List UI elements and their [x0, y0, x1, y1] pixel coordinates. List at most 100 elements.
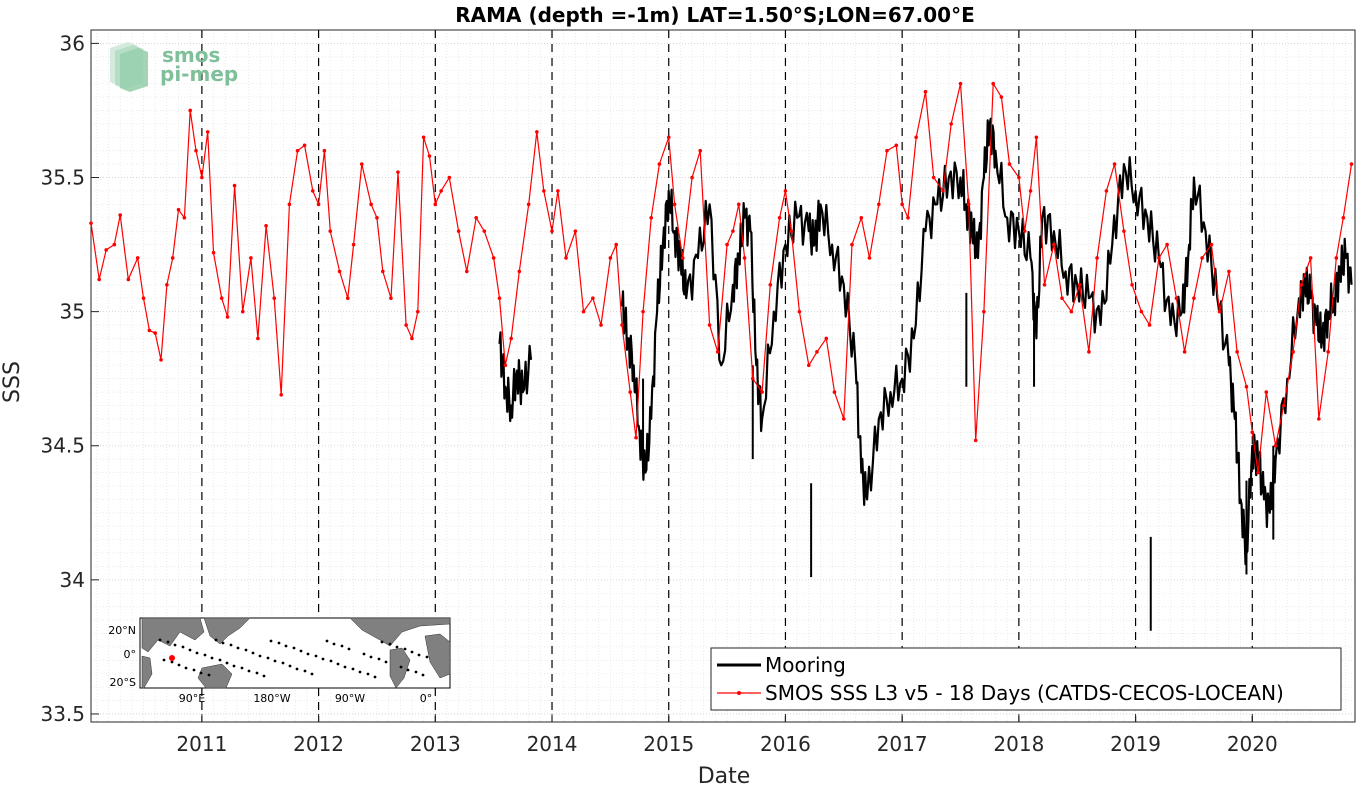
inset-map-landmass — [203, 617, 251, 645]
inset-map-buoy-dot — [207, 673, 211, 677]
smos-series-line — [90, 81, 1353, 473]
smos-data-point — [906, 215, 910, 220]
smos-data-point — [1034, 135, 1039, 140]
mooring-series-line — [498, 331, 533, 423]
smos-data-point — [396, 170, 400, 174]
smos-data-point — [591, 296, 595, 301]
inset-map-buoy-dot — [173, 643, 177, 647]
logo-text-pimep: pi-mep — [160, 62, 238, 86]
smos-data-point — [1112, 162, 1117, 166]
x-tick-label: 2014 — [527, 732, 578, 756]
inset-map-buoy-dot — [162, 658, 166, 662]
smos-data-point — [351, 242, 356, 247]
smos-data-point — [302, 143, 307, 148]
smos-data-point — [225, 315, 230, 319]
smos-data-point — [439, 189, 443, 193]
inset-map-buoy-dot — [347, 647, 351, 651]
smos-data-point — [410, 336, 414, 341]
inset-map-buoy-dot — [195, 651, 199, 655]
smos-data-point — [240, 309, 245, 314]
legend-mooring-label: Mooring — [765, 653, 846, 677]
inset-map-landmass — [141, 617, 205, 653]
inset-map-buoy-dot — [388, 642, 392, 646]
smos-data-point — [815, 350, 819, 354]
inset-map-buoy-dot — [384, 660, 388, 664]
smos-data-point — [750, 376, 755, 381]
smos-data-point — [973, 438, 978, 443]
inset-map-buoy-dot — [362, 652, 366, 656]
smos-data-point — [999, 95, 1004, 99]
smos-data-point — [698, 148, 703, 153]
smos-data-point — [389, 296, 393, 301]
inset-map-buoy-dot — [218, 658, 222, 662]
inset-map-buoy-dot — [329, 659, 333, 663]
smos-data-point — [404, 323, 408, 327]
inset-map-landmass — [197, 663, 233, 689]
inset-map-buoy-dot — [203, 653, 207, 657]
inset-map-lon-label: 0° — [420, 692, 433, 705]
inset-map-landmass — [349, 617, 451, 647]
smos-data-point — [200, 175, 204, 180]
smos-data-point — [182, 215, 187, 220]
smos-data-point — [1264, 390, 1269, 394]
smos-data-point — [768, 283, 773, 287]
smos-data-point — [153, 331, 157, 335]
inset-map-buoy-dot — [199, 671, 203, 675]
smos-data-point — [581, 309, 586, 314]
inset-map-buoy-dot — [166, 640, 170, 644]
inset-map-buoy-dot — [399, 665, 403, 669]
smos-data-point — [634, 435, 638, 440]
inset-map-buoy-dot — [325, 639, 329, 643]
smos-data-point — [112, 242, 117, 247]
smos-data-point — [550, 229, 554, 233]
smos-data-point — [690, 175, 694, 180]
smos-data-point — [104, 248, 108, 252]
smos-data-point — [517, 269, 522, 274]
smos-data-point — [1077, 283, 1082, 287]
smos-data-point — [1256, 470, 1260, 475]
smos-data-point — [316, 202, 321, 207]
smos-data-point — [900, 202, 904, 207]
smos-data-point — [982, 309, 986, 314]
x-tick-label: 2017 — [877, 732, 928, 756]
inset-map-buoy-dot — [366, 672, 370, 676]
smos-data-point — [1028, 189, 1033, 193]
x-tick-label: 2018 — [993, 732, 1044, 756]
smos-data-point — [1165, 242, 1169, 247]
inset-map-buoy-dot — [380, 640, 384, 644]
smos-data-point — [608, 256, 613, 260]
smos-data-point — [657, 162, 662, 166]
smos-data-point — [914, 135, 918, 140]
smos-data-point — [509, 336, 513, 341]
smos-data-point — [421, 135, 426, 140]
smos-data-point — [707, 323, 712, 327]
smos-data-point — [1235, 350, 1239, 354]
smos-data-point — [1250, 430, 1255, 435]
smos-data-point — [491, 256, 496, 260]
smos-data-point — [628, 390, 633, 394]
smos-data-point — [556, 189, 560, 193]
smos-data-point — [1182, 350, 1187, 354]
inset-map-buoy-dot — [303, 669, 307, 673]
smos-data-point — [1192, 296, 1196, 301]
logo-text-smos: smos — [162, 43, 220, 67]
x-tick-label: 2020 — [1227, 732, 1278, 756]
smos-data-point — [322, 148, 327, 153]
smos-data-point — [465, 269, 469, 274]
smos-data-point — [337, 269, 342, 274]
smos-data-point — [742, 256, 747, 260]
smos-data-point — [415, 309, 420, 314]
y-tick-label: 36 — [60, 31, 85, 55]
inset-map-buoy-dot — [269, 639, 273, 643]
inset-map-buoy-dot — [351, 667, 355, 671]
smos-data-point — [310, 189, 315, 193]
inset-map-buoy-dot — [358, 670, 362, 674]
inset-map-buoy-dot — [288, 664, 292, 668]
inset-map-buoy-dot — [414, 670, 418, 674]
y-axis-label: SSS — [0, 361, 25, 403]
inset-map-location-marker — [169, 655, 175, 661]
smos-data-point — [1209, 242, 1214, 247]
inset-map-lon-label: 90°E — [179, 692, 205, 705]
inset-map-buoy-dot — [262, 674, 266, 678]
